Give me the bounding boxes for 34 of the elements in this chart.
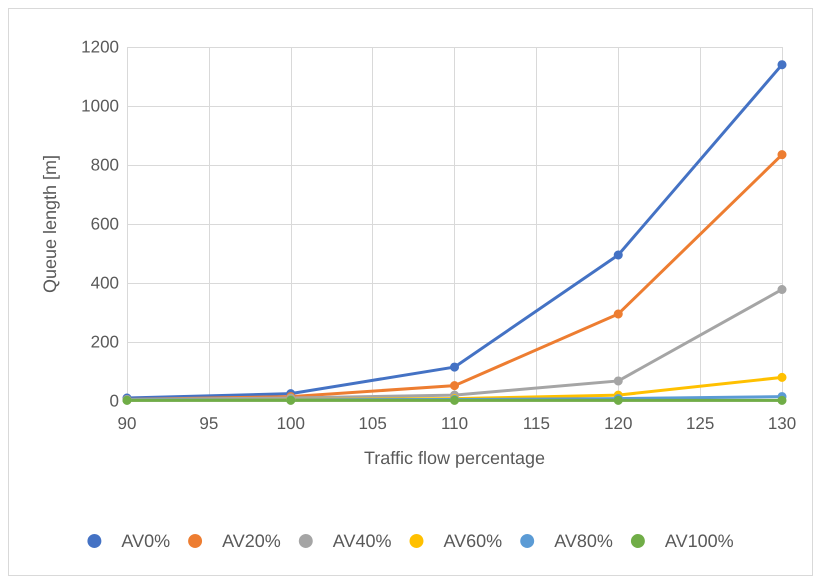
y-tick-label: 400 xyxy=(90,274,119,292)
x-tick-label: 115 xyxy=(522,414,550,433)
x-tick-label: 90 xyxy=(118,414,136,433)
legend-label: AV0% xyxy=(121,531,170,551)
point xyxy=(778,150,786,160)
x-tick-label: 110 xyxy=(440,414,468,433)
y-tick-label: 1000 xyxy=(81,96,119,116)
legend-label: AV40% xyxy=(332,531,392,551)
point xyxy=(614,309,623,318)
legend-label: AV20% xyxy=(222,531,281,551)
x-tick-label: 100 xyxy=(276,414,305,433)
y-tick-label: 1200 xyxy=(81,38,119,56)
point xyxy=(778,396,786,405)
legend-label: AV60% xyxy=(443,531,502,551)
x-tick-label: 125 xyxy=(686,414,714,433)
point xyxy=(614,376,623,386)
legend-label: AV80% xyxy=(554,531,613,551)
y-tick-label: 800 xyxy=(90,156,119,174)
x-tick-label: 120 xyxy=(604,414,632,433)
point xyxy=(778,60,786,70)
legend-label: AV100% xyxy=(664,531,734,551)
x-tick-label: 130 xyxy=(768,414,796,433)
y-axis-title: Queue length [m] xyxy=(40,154,60,294)
x-tick-label: 95 xyxy=(199,414,218,433)
point xyxy=(778,284,786,294)
y-tick-label: 0 xyxy=(110,392,119,410)
point xyxy=(450,381,459,390)
y-tick-label: 200 xyxy=(90,332,119,352)
x-axis-title: Traffic flow percentage xyxy=(364,448,546,468)
y-tick-label: 600 xyxy=(90,214,119,234)
x-tick-label: 105 xyxy=(358,414,387,433)
point xyxy=(614,250,623,260)
point xyxy=(778,372,786,382)
point xyxy=(450,362,459,372)
